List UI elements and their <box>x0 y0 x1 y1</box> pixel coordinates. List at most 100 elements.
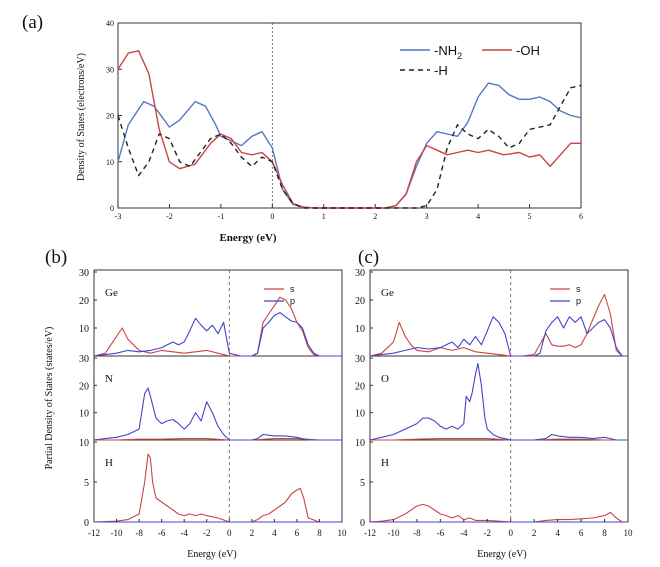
panel-a-x-tick-label: 1 <box>322 212 326 221</box>
panel-c-y-tick-label: 10 <box>355 438 365 449</box>
panel-b-legend-s-label: s <box>290 284 295 294</box>
panel-c-x-tick-label: -12 <box>364 528 376 538</box>
panel-a-x-tick-label: -1 <box>218 212 225 221</box>
panel-a-x-tick-label: 5 <box>528 212 532 221</box>
panel-a-x-tick-label: -2 <box>166 212 173 221</box>
panel-a-label: (a) <box>22 12 43 33</box>
panel-c-series-line-h-s <box>369 503 628 523</box>
panel-a-y-tick-label: 30 <box>106 65 114 74</box>
panel-a-y-tick-label: 20 <box>106 112 114 121</box>
panel-c-x-tick-label: -6 <box>437 528 445 538</box>
series-line-nh2 <box>117 82 582 209</box>
panel-b-x-tick-label: 0 <box>227 528 232 538</box>
panel-b-x-tick-label: 6 <box>295 528 300 538</box>
panel-b-y-tick-label: 20 <box>79 381 89 392</box>
panel-b-x-tick-label: -2 <box>203 528 211 538</box>
panel-c-x-tick-label: 2 <box>532 528 537 538</box>
panel-c-y-tick-label: 10 <box>355 409 365 420</box>
panel-b-y-tick-label: 20 <box>79 296 89 307</box>
panel-a-x-tick-label: 2 <box>373 212 377 221</box>
panel-a-x-tick-label: 6 <box>579 212 583 221</box>
panel-b-y-tick-label: 0 <box>84 518 89 529</box>
panel-b-x-tick-label: 10 <box>338 528 348 538</box>
panel-b-y-tick-label: 10 <box>79 324 89 335</box>
panel-c-y-tick-label: 0 <box>360 518 365 529</box>
panel-b-x-tick-label: 2 <box>250 528 255 538</box>
panel-b-chart: 10 20 30 Ge sp 10 20 30 N 0 5 10 H -12 -10 -8 -6 -4 -2 0 2 4 6… <box>79 268 347 538</box>
panel-c-series-line-ge-s <box>369 293 628 357</box>
panel-c-y-tick-label: 30 <box>355 354 365 365</box>
pdos-y-axis-label: Partial Density of States (states/eV) <box>44 327 55 470</box>
panel-b-series-line-n-p <box>93 387 342 441</box>
panel-c-y-tick-label: 20 <box>355 381 365 392</box>
panel-c-chart: 10 20 30 Ge sp 10 20 30 O 0 5 10 H -12 -10 -8 -6 -4 -2 0 2 4 6… <box>355 268 633 538</box>
panel-b-series-line-ge-p <box>93 312 342 357</box>
panel-b-x-tick-label: -6 <box>158 528 166 538</box>
panel-c-series-line-ge-p <box>369 316 628 357</box>
panel-b-series-line-h-s <box>93 453 342 523</box>
panel-b-x-tick-label: 8 <box>317 528 322 538</box>
panel-b-element-label-ge: Ge <box>105 287 118 299</box>
panel-b-x-tick-label: -12 <box>88 528 100 538</box>
panel-b-frame <box>93 269 343 523</box>
panel-b-series-line-n-s <box>94 438 342 441</box>
series-line-oh <box>117 50 581 209</box>
panel-a-x-tick-label: 4 <box>476 212 480 221</box>
legend-nh2-subscript: 2 <box>457 51 462 61</box>
panel-c-series-line-o-p <box>369 362 628 441</box>
panel-c-x-tick-label: 4 <box>555 528 560 538</box>
panel-b-series-line-ge-s <box>93 296 342 357</box>
panel-b-y-tick-label: 30 <box>79 354 89 365</box>
panel-c-y-tick-label: 10 <box>355 324 365 335</box>
panel-c-series-line-o-s <box>370 438 628 441</box>
panel-c-element-label-o: O <box>381 373 389 385</box>
panel-c-x-tick-label: -8 <box>413 528 421 538</box>
panel-c-x-axis-label: Energy (eV) <box>477 549 527 560</box>
legend-nh2-label: -NH2 <box>434 43 462 61</box>
panel-c-element-label-ge: Ge <box>381 287 394 299</box>
panel-c-y-tick-label: 30 <box>355 268 365 279</box>
panel-b-y-tick-label: 5 <box>84 478 89 489</box>
panel-b-x-tick-label: -8 <box>135 528 143 538</box>
panel-a-legend: -NH2 -OH -H <box>400 43 540 78</box>
panel-a-y-axis-label: Density of States (electrons/eV) <box>76 53 87 181</box>
panel-a-x-tick-label: 3 <box>425 212 429 221</box>
panel-b-element-label-h: H <box>105 457 113 469</box>
panel-c-y-tick-label: 5 <box>360 478 365 489</box>
panel-c-x-tick-label: 6 <box>579 528 584 538</box>
panel-b-x-axis-label: Energy (eV) <box>187 549 237 560</box>
panel-a-y-tick-label: 10 <box>106 158 114 167</box>
legend-oh-label: -OH <box>516 43 540 58</box>
panel-a-chart: -3 -2 -1 0 1 2 3 4 5 6 0 10 20 30 40 <box>106 19 583 221</box>
panel-b-x-tick-label: -10 <box>111 528 123 538</box>
panel-a-y-tick-label: 0 <box>110 204 114 213</box>
panel-b-label: (b) <box>45 247 67 268</box>
panel-b-y-tick-label: 10 <box>79 409 89 420</box>
panel-a-y-tick-label: 40 <box>106 19 114 28</box>
panel-b-x-tick-label: -4 <box>180 528 188 538</box>
panel-c-x-tick-label: 8 <box>602 528 607 538</box>
panel-c-element-label-h: H <box>381 457 389 469</box>
panel-c-y-tick-label: 20 <box>355 296 365 307</box>
series-line-h <box>117 84 582 209</box>
panel-c-x-tick-label: 0 <box>508 528 513 538</box>
panel-a-x-axis-label: Energy (eV) <box>219 232 276 244</box>
legend-nh2-text: -NH <box>434 43 457 58</box>
panel-c-legend-p-label: p <box>576 296 581 306</box>
panel-c-label: (c) <box>358 247 379 268</box>
panel-c-x-tick-label: -4 <box>460 528 468 538</box>
panel-c-x-tick-label: -10 <box>387 528 399 538</box>
panel-c-x-tick-label: -2 <box>484 528 492 538</box>
panel-b-y-tick-label: 10 <box>79 438 89 449</box>
panel-b-x-tick-label: 4 <box>272 528 277 538</box>
legend-h-label: -H <box>434 63 448 78</box>
panel-c-legend-s-label: s <box>576 284 581 294</box>
panel-c-frame <box>369 269 629 523</box>
panel-b-element-label-n: N <box>105 373 113 385</box>
panel-b-legend-p-label: p <box>290 296 295 306</box>
panel-b-y-tick-label: 30 <box>79 268 89 279</box>
panel-c-x-tick-label: 10 <box>624 528 634 538</box>
panel-a-x-tick-label: -3 <box>115 212 122 221</box>
panel-a-x-tick-label: 0 <box>270 212 274 221</box>
